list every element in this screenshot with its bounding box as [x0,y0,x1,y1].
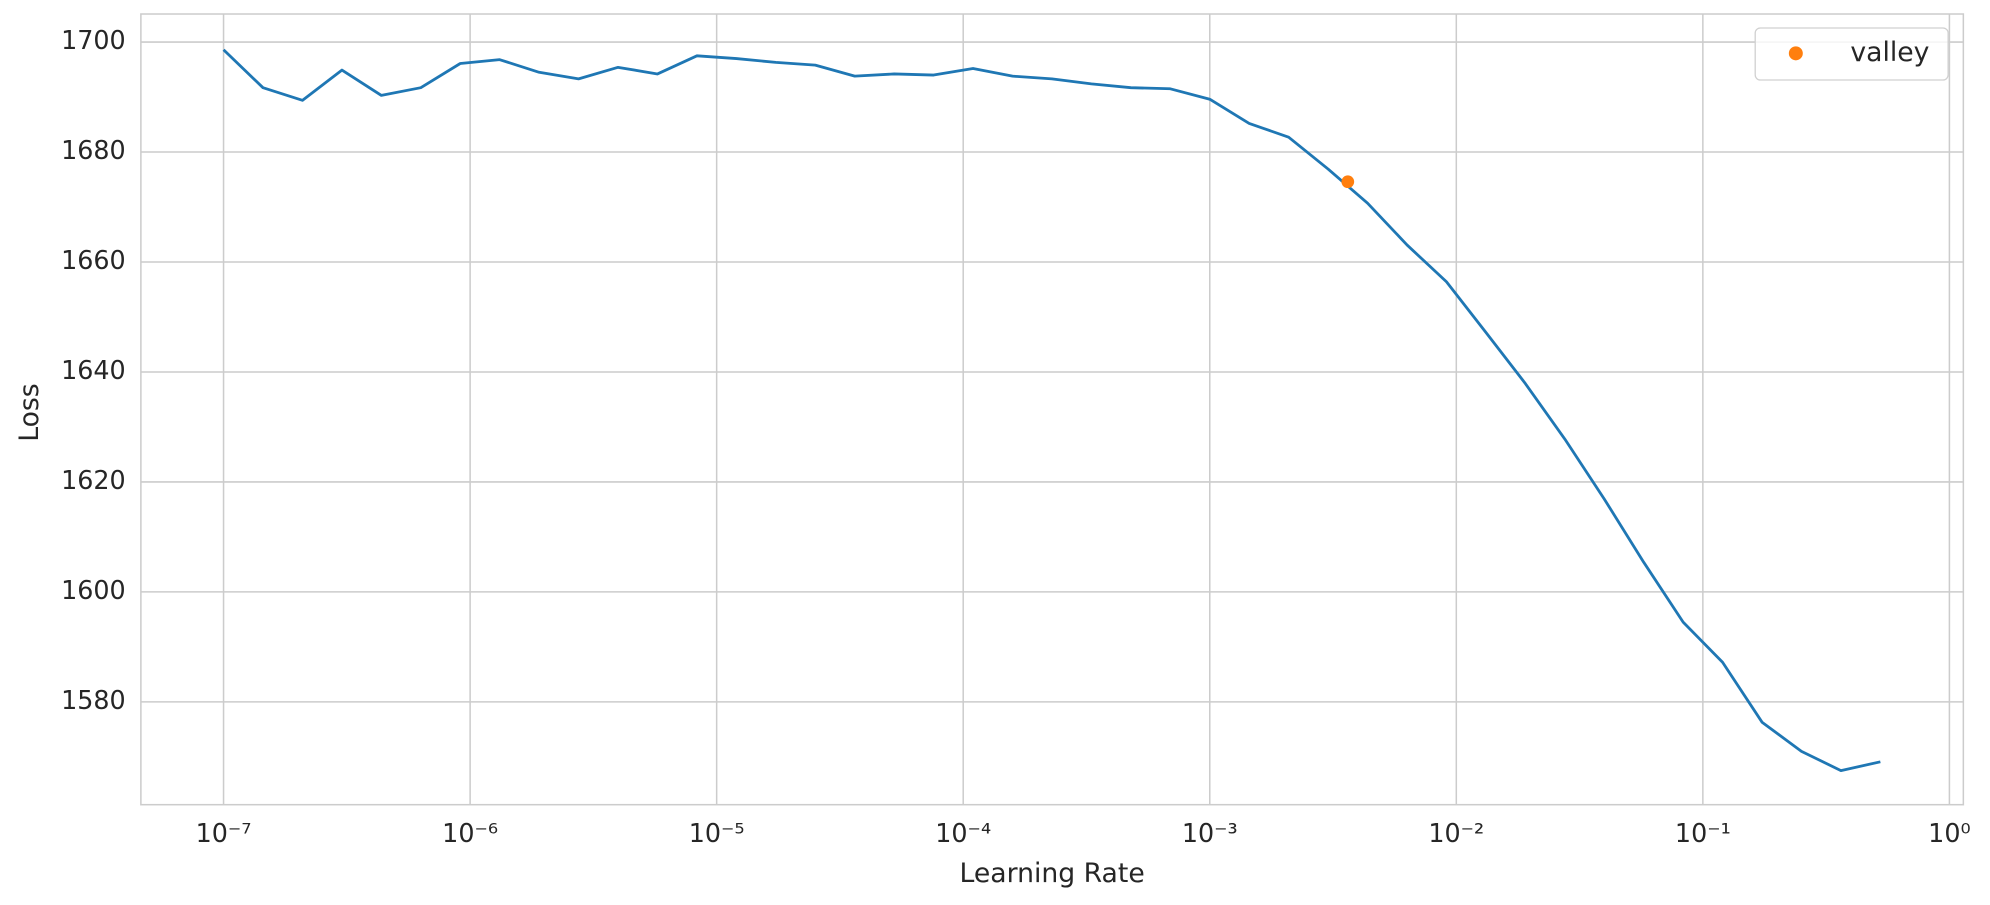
y-tick-label: 1680 [61,135,126,165]
legend: valley [1754,27,1949,81]
x-axis-label: Learning Rate [960,858,1145,889]
y-tick-label: 1660 [61,245,126,275]
y-tick-label: 1700 [61,25,126,55]
marker [1341,175,1355,189]
x-tick-label: 10⁰ [1928,818,1970,848]
x-tick-label: 10⁻⁶ [442,818,498,848]
x-tick-label: 10⁻² [1428,818,1484,848]
plot-frame [140,13,1965,806]
x-tick-label: 10⁻⁵ [689,818,745,848]
x-tick-label: 10⁻⁷ [196,818,252,848]
legend-box [1754,27,1949,81]
line [222,48,1881,772]
y-tick-label: 1580 [61,685,126,715]
y-tick-label: 1600 [61,575,126,605]
x-tick-label: 10⁻¹ [1675,818,1731,848]
y-tick-label: 1640 [61,355,126,385]
y-axis-label: Loss [14,383,45,441]
legend-label: valley [1850,37,1929,68]
legend-marker [1788,46,1803,61]
x-tick-label: 10⁻⁴ [935,818,991,848]
x-tick-label: 10⁻³ [1182,818,1238,848]
y-tick-label: 1620 [61,465,126,495]
